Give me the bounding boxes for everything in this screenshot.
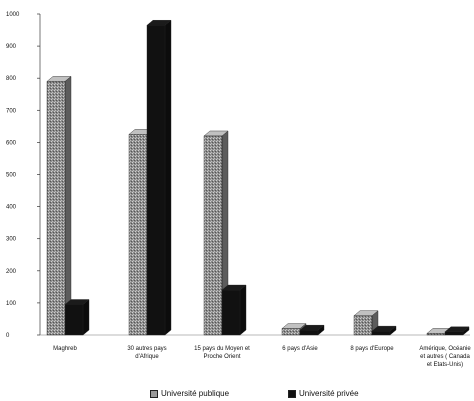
- category-label: 8 pays d'Europe: [350, 346, 394, 352]
- y-tick-label: 300: [6, 237, 17, 243]
- bar-privee-1: [146, 19, 172, 336]
- bar-privee-5: [444, 326, 470, 336]
- category-label-line: et Etats-Unis): [427, 362, 463, 368]
- y-tick-label: 1000: [6, 12, 20, 18]
- y-tick-label: 800: [6, 76, 17, 82]
- bar-privee-2: [221, 284, 247, 336]
- category-label-line: Amérique, Océanie: [419, 346, 471, 352]
- y-tick-label: 0: [6, 333, 10, 339]
- y-tick-label: 500: [6, 173, 17, 179]
- y-tick-label: 600: [6, 140, 17, 146]
- y-tick-label: 900: [6, 44, 17, 50]
- category-label-line: 30 autres pays: [127, 346, 166, 352]
- category-label-line: 6 pays d'Asie: [282, 346, 318, 352]
- legend-swatch-publique: [150, 389, 158, 398]
- y-tick-label: 100: [6, 301, 17, 307]
- category-label: Maghreb: [53, 346, 77, 352]
- legend-item-privee: Université privée: [288, 389, 359, 398]
- category-label-line: 15 pays du Moyen et: [194, 346, 250, 352]
- bar-publique-0: [46, 75, 72, 336]
- bar-privee-3: [299, 324, 325, 336]
- bars: [46, 19, 470, 336]
- bar-publique-4: [353, 310, 379, 336]
- category-label: Amérique, Océanie et autres ( Canada et Et…: [419, 346, 471, 368]
- category-label-line: 8 pays d'Europe: [350, 346, 394, 352]
- bar-privee-0: [64, 299, 90, 336]
- category-label: 30 autres pays d'Afrique: [127, 346, 166, 360]
- y-tick-label: 200: [6, 269, 17, 275]
- legend-item-publique: Université publique: [150, 389, 229, 398]
- category-label: 6 pays d'Asie: [282, 346, 318, 352]
- legend-swatch-privee: [288, 389, 296, 398]
- x-axis-labels: Maghreb 30 autres pays d'Afrique 15 pays du…: [53, 346, 471, 368]
- category-label-line: Proche Orient: [203, 354, 240, 360]
- y-axis: 0 100 200 300 400 500 600 700 800 900 1000: [6, 12, 470, 339]
- bar-publique-2: [203, 130, 229, 336]
- category-label-line: Maghreb: [53, 346, 77, 352]
- category-label: 15 pays du Moyen et Proche Orient: [194, 346, 250, 360]
- y-tick-label: 700: [6, 108, 17, 114]
- category-label-line: d'Afrique: [135, 354, 159, 360]
- legend-label-privee: Université privée: [299, 389, 359, 398]
- category-label-line: et autres ( Canada: [420, 354, 470, 360]
- bar-privee-4: [371, 325, 397, 336]
- y-tick-label: 400: [6, 205, 17, 211]
- legend-label-publique: Université publique: [161, 389, 230, 398]
